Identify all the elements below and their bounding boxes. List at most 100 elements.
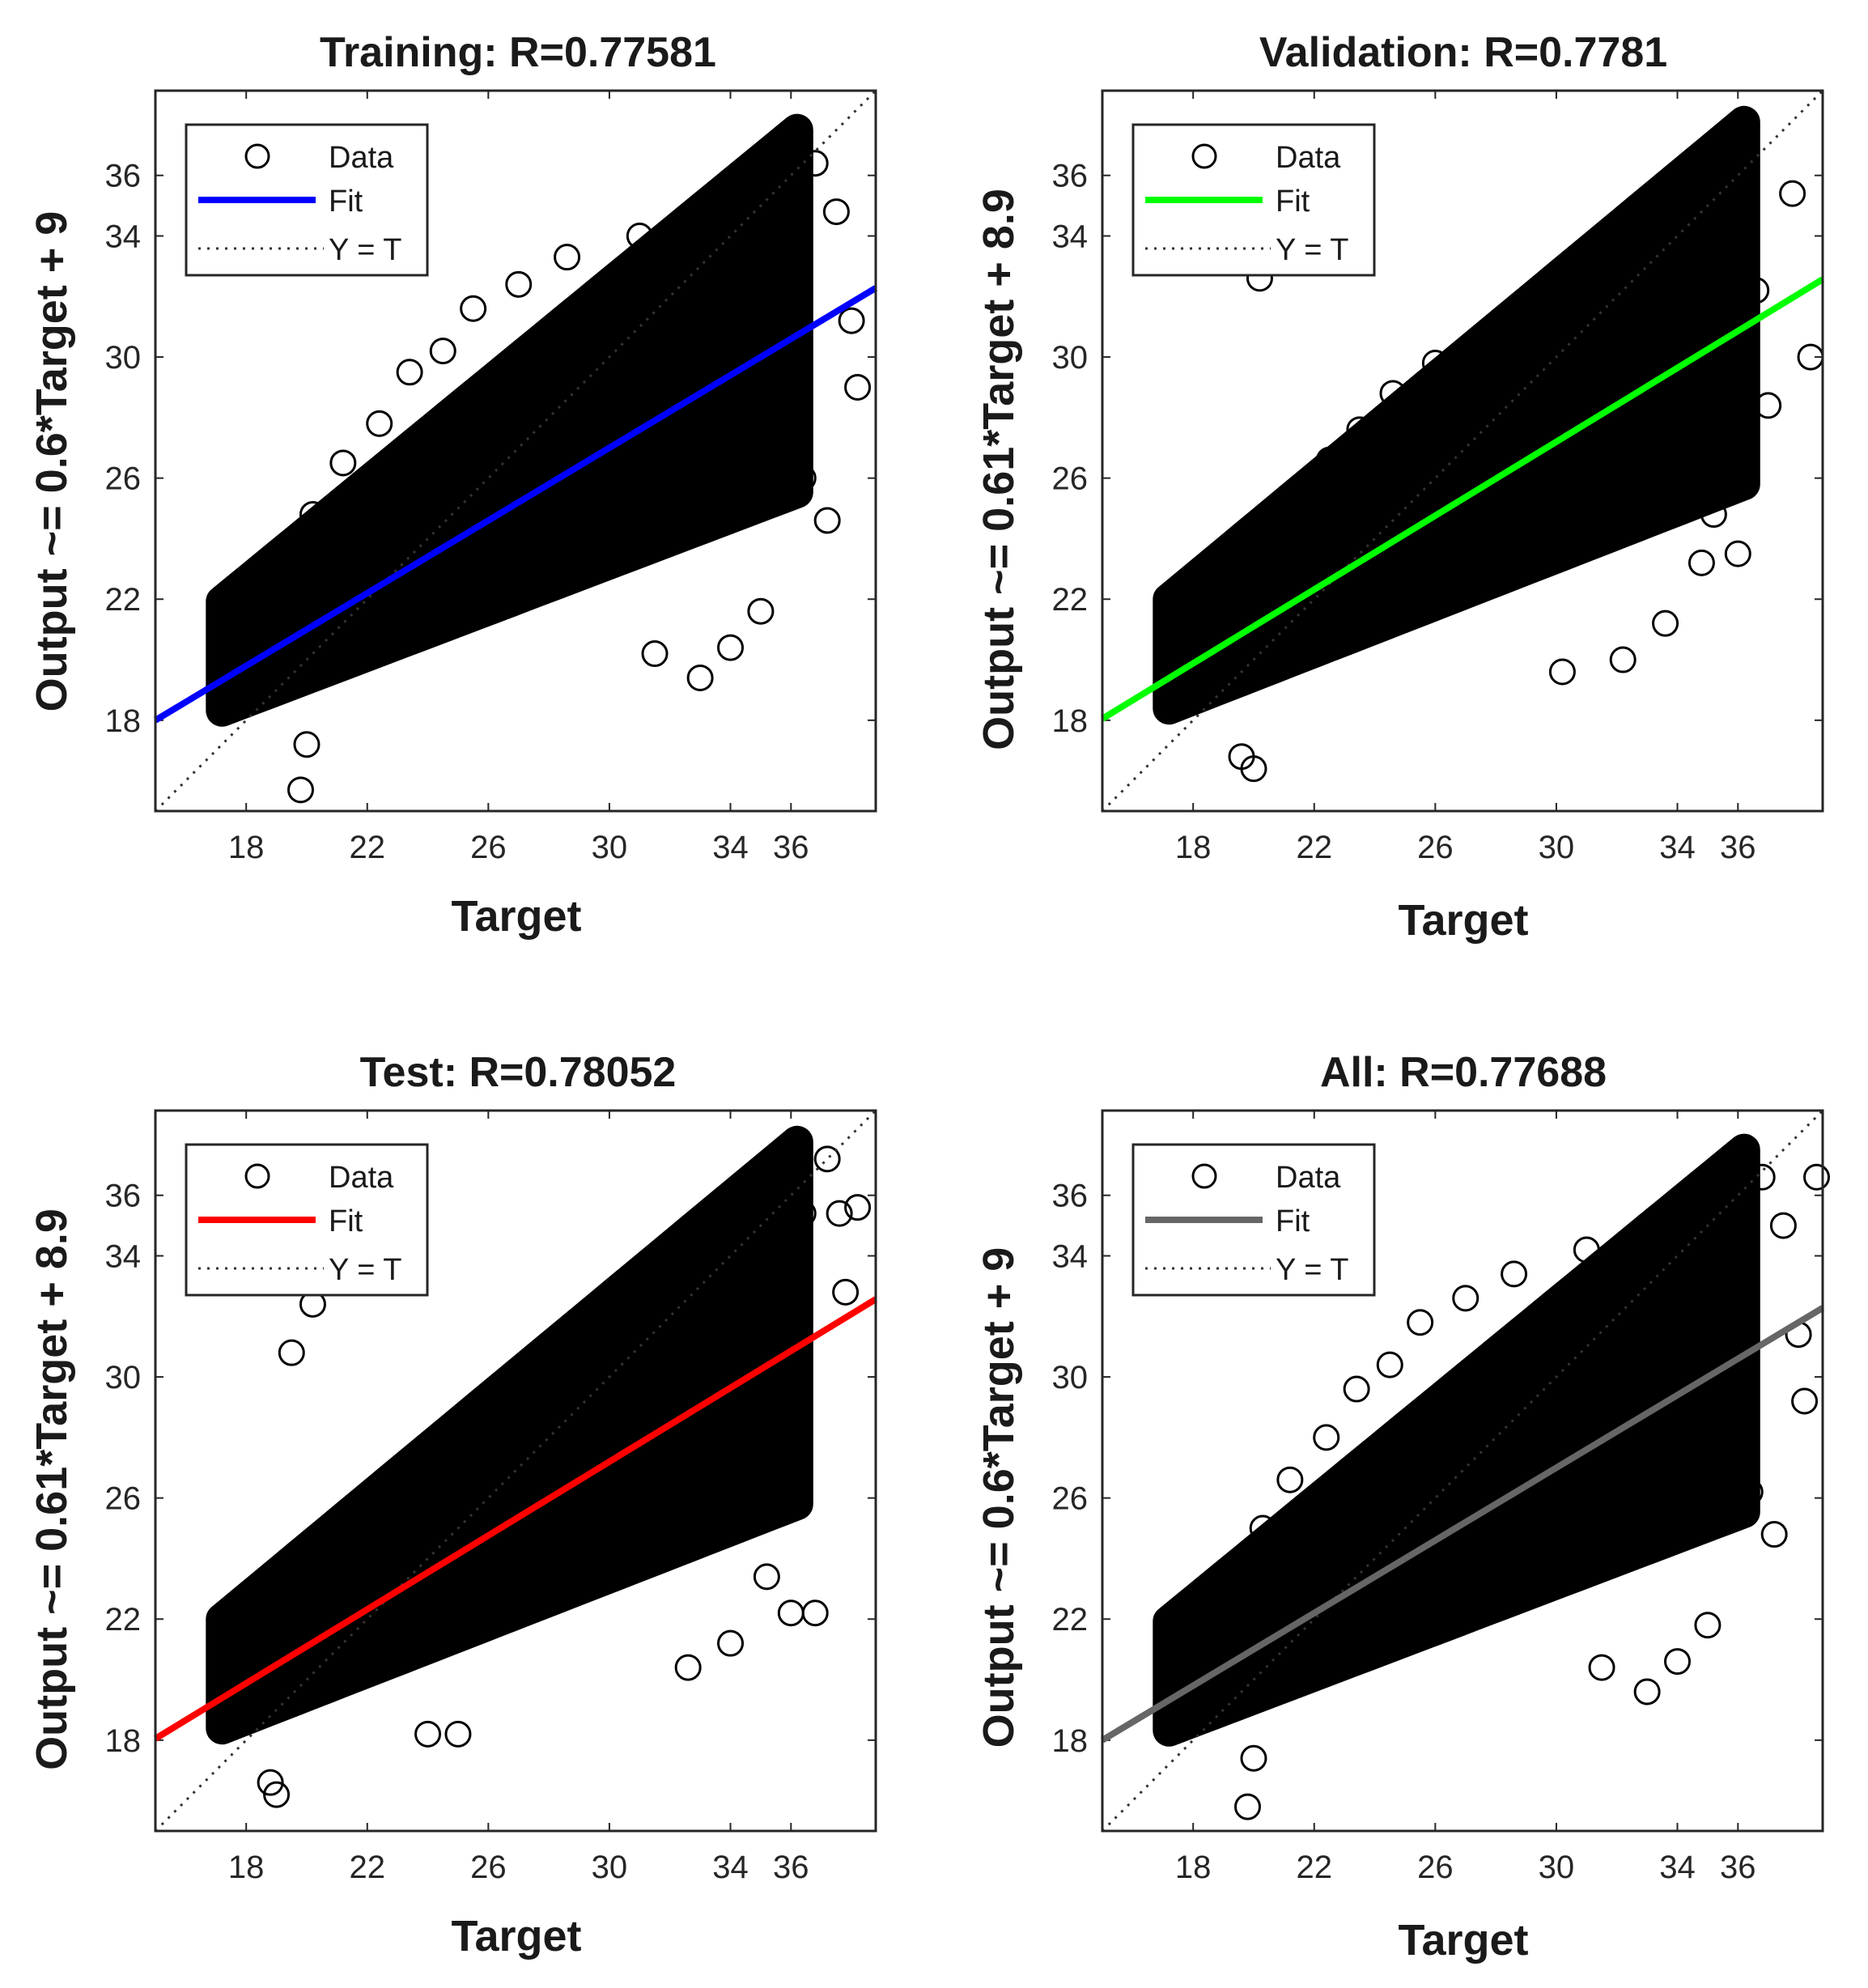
x-tick-label: 18 (1175, 830, 1212, 865)
point-cloud-core (206, 1125, 813, 1745)
ticks: 18 22 26 30 34 36 18 22 26 30 34 36 (1052, 1111, 1823, 1885)
data-point (641, 640, 669, 668)
plot-frame (1101, 1109, 1824, 1833)
x-tick-label: 22 (350, 830, 386, 865)
data-point (1240, 1744, 1267, 1772)
data-point (813, 1145, 841, 1173)
data-point (832, 1278, 860, 1306)
plot-frame (154, 1109, 877, 1833)
panel-test: Test: R=0.78052 Output ~= 0.61*Target + … (28, 1049, 878, 1960)
legend-identity-label: Y = T (1276, 1253, 1349, 1287)
panel-title: Validation: R=0.7781 (1259, 29, 1667, 76)
data-point (263, 1781, 291, 1808)
panel-all: All: R=0.77688 Output ~= 0.6*Target + 9 … (974, 1049, 1831, 1965)
plot-frame (1101, 89, 1824, 813)
panel-title: Training: R=0.77581 (320, 29, 716, 76)
fit-line (153, 285, 878, 724)
x-axis-label: Target (451, 892, 581, 941)
data-point (1343, 1375, 1370, 1403)
data-point (813, 507, 841, 534)
data-point (1760, 1521, 1788, 1548)
y-axis-label: Output ~= 0.6*Target + 9 (974, 1247, 1023, 1748)
y-tick-label: 36 (105, 1179, 142, 1214)
y-tick-label: 30 (105, 340, 142, 376)
identity-line (1101, 89, 1824, 813)
legend-data-marker (1191, 1163, 1217, 1189)
y-tick-label: 36 (105, 159, 142, 194)
data-point (844, 1194, 872, 1221)
point-cloud-core (1153, 105, 1760, 725)
data-point (1548, 658, 1576, 686)
panel-training: Training: R=0.77581 Output ~= 0.6*Target… (28, 29, 878, 941)
data-point (838, 307, 865, 334)
data-point (1609, 646, 1637, 673)
data-point (674, 1654, 702, 1681)
legend-data-label: Data (329, 1161, 394, 1195)
data-point (822, 198, 850, 226)
x-tick-label: 30 (1539, 1850, 1575, 1885)
data-point (287, 776, 314, 804)
x-tick-label: 26 (470, 1850, 507, 1885)
data-point (1233, 1793, 1261, 1820)
x-tick-label: 30 (592, 1850, 628, 1885)
data-point (844, 373, 872, 401)
y-tick-label: 36 (1052, 159, 1089, 194)
y-tick-label: 30 (1052, 1360, 1089, 1395)
legend-identity-label: Y = T (1276, 233, 1349, 267)
legend-fit-label: Fit (1276, 1204, 1310, 1238)
y-tick-label: 22 (105, 582, 142, 618)
y-tick-label: 18 (1052, 703, 1089, 739)
identity-line (1101, 1109, 1824, 1833)
y-tick-label: 18 (105, 1723, 142, 1759)
fit-line (1100, 1305, 1825, 1744)
fit-line (153, 1296, 878, 1742)
data-point (717, 634, 745, 661)
y-tick-label: 26 (1052, 461, 1089, 497)
y-tick-label: 22 (105, 1602, 142, 1638)
x-tick-label: 26 (1417, 830, 1454, 865)
data-point (1452, 1285, 1480, 1312)
data-point (366, 410, 393, 437)
x-tick-label: 30 (1539, 830, 1575, 865)
legend-identity-label: Y = T (329, 1253, 402, 1287)
y-tick-label: 26 (105, 1481, 142, 1517)
legend: Data Fit Y = T (1131, 123, 1376, 277)
data-point (1313, 1424, 1340, 1451)
data-point (1724, 540, 1751, 567)
y-tick-label: 30 (105, 1360, 142, 1395)
point-cloud-core (206, 113, 813, 727)
x-tick-label: 36 (773, 830, 809, 865)
y-tick-label: 26 (105, 461, 142, 497)
data-point (329, 449, 357, 477)
data-point (801, 1599, 829, 1627)
x-tick-label: 22 (1297, 1850, 1333, 1885)
data-point (257, 1769, 284, 1796)
legend-data-label: Data (1276, 141, 1341, 175)
plot-frame (154, 89, 877, 813)
y-tick-label: 30 (1052, 340, 1089, 376)
x-tick-label: 36 (1720, 1850, 1756, 1885)
legend-fit-label: Fit (1276, 185, 1310, 219)
dense-point-cloud (206, 1125, 813, 1745)
data-point (1779, 180, 1806, 207)
y-tick-label: 22 (1052, 582, 1089, 618)
data-point (505, 270, 533, 298)
legend-data-marker (244, 143, 270, 169)
identity-line (154, 1109, 877, 1833)
y-tick-label: 34 (1052, 1238, 1089, 1274)
y-axis-label: Output ~= 0.61*Target + 8.9 (28, 1209, 76, 1770)
data-point (460, 295, 487, 322)
data-point (1588, 1654, 1615, 1681)
data-point (826, 1200, 853, 1227)
y-tick-label: 18 (105, 703, 142, 739)
data-point (1791, 1387, 1819, 1415)
data-point (1633, 1678, 1661, 1706)
identity-line (154, 89, 877, 813)
data-point (1688, 549, 1715, 576)
y-tick-label: 34 (105, 219, 142, 254)
y-tick-label: 36 (1052, 1179, 1089, 1214)
x-axis-label: Target (1398, 1916, 1528, 1965)
data-point (686, 664, 714, 691)
ticks: 18 22 26 30 34 36 18 22 26 30 34 36 (105, 1111, 876, 1885)
